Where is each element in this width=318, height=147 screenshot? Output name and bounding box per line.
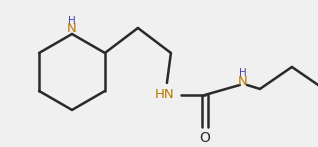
Text: N: N: [238, 75, 248, 88]
Text: O: O: [199, 131, 210, 145]
Text: HN: HN: [155, 88, 175, 101]
Text: N: N: [67, 22, 77, 35]
Text: H: H: [68, 16, 76, 26]
Text: H: H: [239, 68, 247, 78]
